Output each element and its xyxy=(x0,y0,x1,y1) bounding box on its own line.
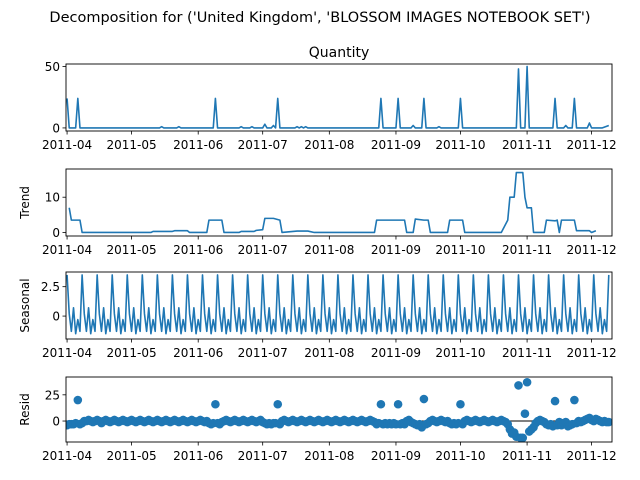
x-tick-label: 2011-09 xyxy=(371,138,421,152)
x-tick-label: 2011-10 xyxy=(435,243,485,257)
series-line xyxy=(68,171,597,234)
y-tick-label: 0 xyxy=(52,121,60,135)
x-tick-label: 2011-10 xyxy=(435,449,485,463)
x-tick-label: 2011-05 xyxy=(106,243,156,257)
resid-point xyxy=(520,409,530,418)
x-tick-label: 2011-04 xyxy=(42,346,92,360)
x-tick-label: 2011-12 xyxy=(567,346,617,360)
x-tick-label: 2011-12 xyxy=(567,243,617,257)
x-tick-label: 2011-06 xyxy=(173,346,223,360)
x-tick-label: 2011-07 xyxy=(238,243,288,257)
series-line xyxy=(66,274,610,335)
y-tick-label: 0 xyxy=(52,310,60,324)
panel-title: Quantity xyxy=(309,45,370,61)
x-tick-label: 2011-09 xyxy=(371,243,421,257)
x-tick-label: 2011-10 xyxy=(435,346,485,360)
x-tick-label: 2011-10 xyxy=(435,138,485,152)
x-tick-label: 2011-04 xyxy=(42,243,92,257)
resid-point xyxy=(376,399,386,409)
x-tick-label: 2011-05 xyxy=(106,449,156,463)
y-axis-label: Trend xyxy=(18,186,32,220)
resid-point xyxy=(273,399,283,409)
axes-frame xyxy=(65,168,613,237)
x-tick-label: 2011-08 xyxy=(304,243,354,257)
resid-point xyxy=(522,377,532,387)
series-line xyxy=(66,65,610,129)
x-tick-label: 2011-09 xyxy=(371,449,421,463)
resid-point xyxy=(456,399,465,409)
x-tick-label: 2011-07 xyxy=(238,449,288,463)
resid-point xyxy=(550,396,560,406)
y-tick-label: 2.5 xyxy=(41,280,60,294)
y-tick-label: 0 xyxy=(52,415,60,429)
resid-point xyxy=(393,399,403,409)
y-tick-label: 0 xyxy=(52,226,60,240)
x-tick-label: 2011-06 xyxy=(173,243,223,257)
resid-point xyxy=(419,394,429,404)
axes-frame xyxy=(65,271,613,340)
y-tick-label: 10 xyxy=(45,191,60,205)
x-tick-label: 2011-12 xyxy=(567,138,617,152)
y-tick-label: 50 xyxy=(45,60,60,74)
y-tick-label: 25 xyxy=(45,388,60,402)
resid-point xyxy=(73,395,83,405)
panel-observed: 0 50 2011-04 2011-05 2011-06 2011-07 2011-08 20… xyxy=(42,45,617,152)
x-tick-label: 2011-08 xyxy=(304,138,354,152)
x-tick-label: 2011-07 xyxy=(238,346,288,360)
x-tick-label: 2011-07 xyxy=(238,138,288,152)
panel-trend: 0 10 2011-04 2011-05 2011-06 2011-07 2011-08 20… xyxy=(18,168,617,257)
panel-seasonal: 0 2.5 2011-04 2011-05 2011-06 2011-07 2011-08 2… xyxy=(18,271,617,360)
resid-point xyxy=(211,399,220,409)
x-tick-label: 2011-08 xyxy=(304,346,354,360)
x-tick-label: 2011-04 xyxy=(42,449,92,463)
x-tick-label: 2011-05 xyxy=(106,346,156,360)
plot-area xyxy=(66,274,610,335)
axes-frame xyxy=(65,376,613,443)
x-tick-label: 2011-06 xyxy=(173,138,223,152)
plot-area xyxy=(66,377,612,442)
resid-point xyxy=(518,433,528,442)
figure-title: Decomposition for ('United Kingdom', 'BL… xyxy=(49,10,590,26)
x-tick-label: 2011-11 xyxy=(502,449,552,463)
x-tick-label: 2011-12 xyxy=(567,449,617,463)
x-tick-label: 2011-09 xyxy=(371,346,421,360)
resid-point xyxy=(514,381,523,390)
plot-area xyxy=(68,171,597,234)
panel-resid: 0 25 2011-04 2011-05 2011-06 2011-07 2011-08 20… xyxy=(18,376,617,463)
x-tick-label: 2011-08 xyxy=(304,449,354,463)
x-tick-label: 2011-04 xyxy=(42,138,92,152)
y-axis-label: Resid xyxy=(18,393,32,425)
x-tick-label: 2011-06 xyxy=(173,449,223,463)
x-tick-label: 2011-11 xyxy=(502,243,552,257)
x-tick-label: 2011-05 xyxy=(106,138,156,152)
y-axis-label: Seasonal xyxy=(18,278,32,332)
subplot-grid: 0 50 2011-04 2011-05 2011-06 2011-07 2011-08 20… xyxy=(18,45,617,463)
resid-point xyxy=(604,417,612,427)
plot-area xyxy=(66,65,610,129)
x-tick-label: 2011-11 xyxy=(502,346,552,360)
resid-point xyxy=(570,395,579,405)
x-tick-label: 2011-11 xyxy=(502,138,552,152)
axes-frame xyxy=(65,63,613,132)
